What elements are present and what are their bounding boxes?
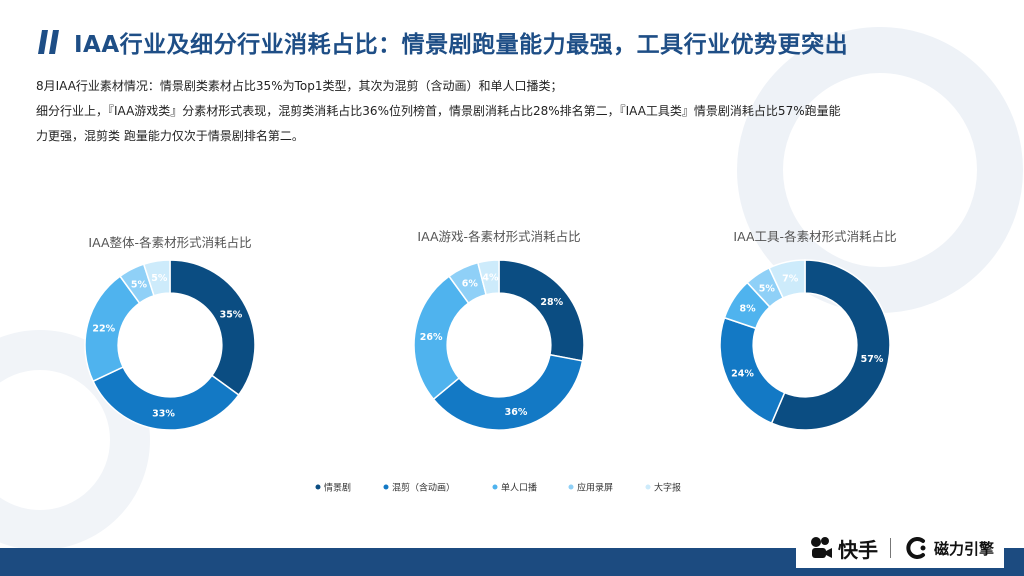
kuaishou-logo-icon	[810, 537, 832, 558]
donut-slice-5	[142, 259, 171, 297]
brand-divider	[889, 538, 891, 558]
slice-label: 7%	[782, 274, 799, 285]
legend-marker	[315, 484, 321, 490]
page-title: IAA行业及细分行业消耗占比：情景剧跑量能力最强，工具行业优势更突出	[74, 32, 849, 58]
title-slash-icon	[38, 30, 59, 54]
donut-chart-2: IAA游戏-各素材形式消耗占比 28% 36% 26% 6%4%	[413, 229, 585, 431]
slice-label: 57%	[861, 354, 884, 365]
slice-label: 28%	[540, 297, 563, 308]
donut-chart-1: IAA整体-各素材形式消耗占比 35% 33% 22% 5%5%	[84, 235, 256, 431]
slice-label: 36%	[505, 407, 528, 418]
chart-title: IAA工具-各素材形式消耗占比	[733, 229, 896, 244]
slice-label: 35%	[220, 309, 243, 320]
slice-label: 22%	[92, 323, 115, 334]
legend-item: 混剪（含动画）	[392, 482, 455, 494]
legend-marker	[568, 484, 574, 490]
legend-item: 应用录屏	[577, 482, 613, 494]
legend-item: 大字报	[654, 482, 681, 494]
brand-name: 快手	[837, 537, 878, 562]
description-line-2: 细分行业上，『IAA游戏类』分素材形式表现，混剪类消耗占比36%位列榜首，情景剧…	[36, 104, 841, 118]
slice-label: 33%	[152, 409, 175, 420]
slice-label: 4%	[482, 273, 499, 284]
donut-slice-1	[498, 259, 585, 362]
legend-marker	[492, 484, 498, 490]
slice-label: 5%	[131, 280, 148, 291]
magnet-logo-icon	[906, 537, 926, 559]
slice-label: 5%	[151, 273, 168, 284]
slice-label: 5%	[759, 284, 776, 295]
chart-title: IAA游戏-各素材形式消耗占比	[417, 229, 580, 244]
legend-marker	[383, 484, 389, 490]
description: 8月IAA行业素材情况：情景剧类素材占比35%为Top1类型，其次为混剪（含动画…	[36, 74, 926, 149]
chart-title: IAA整体-各素材形式消耗占比	[88, 235, 251, 250]
slice-label: 26%	[420, 332, 443, 343]
donut-slice-5	[768, 259, 806, 299]
donut-slice-1	[169, 259, 256, 397]
donut-chart-3: IAA工具-各素材形式消耗占比 57% 24% 8%5% 7%	[719, 229, 897, 431]
donut-slice-2	[92, 366, 240, 431]
slice-label: 8%	[740, 303, 757, 314]
legend-item: 情景剧	[324, 482, 351, 494]
slice-label: 24%	[731, 368, 754, 379]
donut-slice-5	[476, 259, 500, 296]
donut-slice-1	[770, 259, 891, 431]
title-area: IAA行业及细分行业消耗占比：情景剧跑量能力最强，工具行业优势更突出	[36, 26, 848, 58]
brand-footer: 快手 磁力引擎	[795, 528, 1004, 568]
chart-legend: 情景剧 混剪（含动画） 单人口播 应用录屏 大字报	[315, 482, 681, 494]
legend-item: 单人口播	[501, 482, 537, 494]
description-line-1: 8月IAA行业素材情况：情景剧类素材占比35%为Top1类型，其次为混剪（含动画…	[36, 79, 563, 93]
brand-name-2: 磁力引擎	[933, 539, 994, 558]
description-line-3: 力更强，混剪类 跑量能力仅次于情景剧排名第二。	[36, 129, 304, 143]
slice-label: 6%	[462, 279, 479, 290]
legend-marker	[645, 484, 651, 490]
donut-slice-2	[432, 353, 584, 431]
